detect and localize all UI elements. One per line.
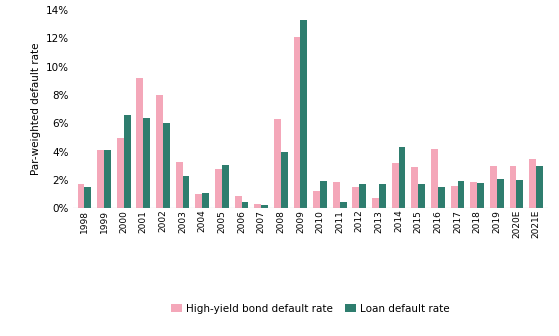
Bar <box>411 167 418 208</box>
Bar <box>235 196 241 208</box>
Bar <box>438 187 445 208</box>
Bar <box>241 202 248 208</box>
Bar <box>117 137 124 208</box>
Bar <box>136 78 143 208</box>
Bar <box>320 181 327 208</box>
Bar <box>392 163 399 208</box>
Bar <box>477 183 484 208</box>
Bar <box>490 166 497 208</box>
Bar <box>470 182 477 208</box>
Bar <box>97 150 104 208</box>
Bar <box>202 194 209 208</box>
Bar <box>333 182 340 208</box>
Bar <box>497 179 504 208</box>
Bar <box>457 181 465 208</box>
Bar <box>418 183 425 208</box>
Bar <box>124 115 131 208</box>
Bar <box>281 152 288 208</box>
Bar <box>293 37 300 208</box>
Bar <box>340 202 347 208</box>
Bar <box>359 183 366 208</box>
Bar <box>143 118 150 208</box>
Bar <box>451 186 457 208</box>
Bar <box>254 204 261 208</box>
Bar <box>176 162 183 208</box>
Bar <box>261 205 268 208</box>
Bar <box>163 123 170 208</box>
Bar <box>517 180 523 208</box>
Bar <box>215 169 222 208</box>
Bar <box>353 187 359 208</box>
Bar <box>274 119 281 208</box>
Bar <box>431 149 438 208</box>
Bar <box>183 176 190 208</box>
Bar <box>222 165 229 208</box>
Bar <box>196 194 202 208</box>
Bar <box>399 148 405 208</box>
Y-axis label: Par-weighted default rate: Par-weighted default rate <box>31 43 41 175</box>
Bar <box>84 187 91 208</box>
Bar <box>379 184 386 208</box>
Bar <box>78 183 84 208</box>
Bar <box>300 20 307 208</box>
Bar <box>536 166 543 208</box>
Bar <box>313 191 320 208</box>
Bar <box>372 198 379 208</box>
Bar <box>156 95 163 208</box>
Legend: High-yield bond default rate, Loan default rate: High-yield bond default rate, Loan defau… <box>167 300 453 318</box>
Bar <box>104 150 111 208</box>
Bar <box>529 159 536 208</box>
Bar <box>510 166 517 208</box>
